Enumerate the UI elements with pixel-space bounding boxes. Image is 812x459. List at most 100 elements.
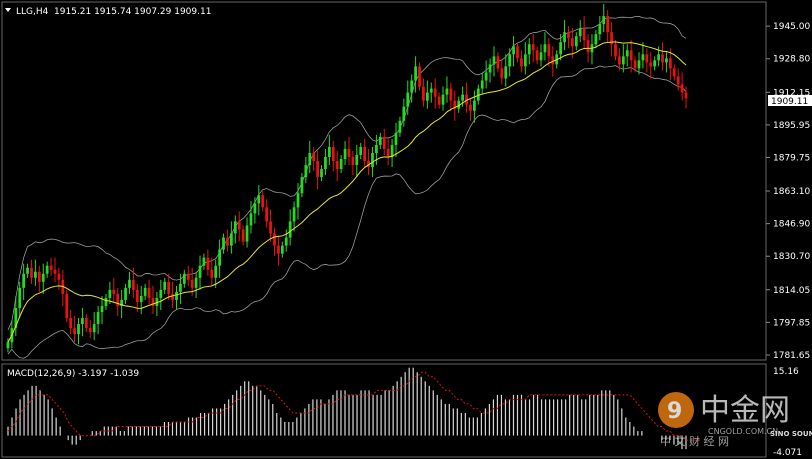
candle-body	[116, 293, 120, 306]
candle-body	[351, 156, 355, 166]
candle-body	[159, 289, 163, 298]
candle-body	[233, 221, 237, 234]
candle-body	[441, 94, 445, 105]
candle-body	[18, 287, 22, 308]
candle-body	[547, 44, 551, 57]
candle-body	[386, 148, 390, 157]
candle-body	[65, 293, 69, 319]
candle-body	[512, 46, 515, 55]
candle-body	[112, 289, 116, 294]
candle-body	[610, 32, 613, 45]
candle-body	[492, 56, 496, 65]
candle-body	[484, 72, 488, 81]
lower-band-line	[7, 65, 687, 359]
candle-body	[179, 283, 182, 292]
candle-body	[316, 161, 319, 178]
brand-name: 中金网	[700, 393, 790, 428]
candle-body	[473, 100, 476, 111]
candle-body	[155, 297, 159, 306]
candle-body	[375, 144, 378, 153]
candle-body	[343, 148, 347, 160]
candle-body	[26, 267, 29, 274]
candle-body	[429, 88, 433, 93]
candle-body	[398, 120, 402, 133]
candle-body	[574, 36, 578, 47]
candle-body	[645, 54, 649, 63]
candle-body	[476, 88, 480, 101]
watermark: 9 中金网 CNGOLD.COM.CN 中 文 财 经 网 SINO SOUND	[658, 392, 812, 448]
candle-body	[308, 152, 312, 166]
candle-body	[186, 273, 190, 280]
candle-body	[445, 88, 449, 95]
candle-body	[559, 42, 562, 55]
candle-body	[641, 54, 645, 61]
candle-body	[394, 132, 398, 145]
candle-body	[277, 245, 280, 254]
macd-label: MACD(12,26,9) -3.197 -1.039	[7, 369, 139, 379]
candle-body	[653, 60, 657, 67]
candle-body	[367, 161, 370, 168]
candle-body	[457, 100, 461, 109]
candle-body	[241, 229, 245, 242]
candle-body	[167, 281, 171, 294]
candle-body	[30, 267, 33, 278]
moving-average	[7, 41, 687, 343]
candle-body	[273, 233, 276, 246]
candle-body	[284, 237, 288, 246]
candle-body	[496, 56, 500, 69]
price-tick-label: 1945.00	[773, 22, 810, 32]
candle-body	[198, 265, 202, 278]
candle-body	[668, 58, 672, 69]
candle-body	[257, 195, 261, 204]
candle-body	[304, 165, 308, 178]
collapse-triangle-icon[interactable]	[5, 8, 11, 12]
candle-body	[469, 104, 472, 111]
candle-body	[402, 106, 406, 121]
candle-body	[684, 92, 688, 99]
candle-body	[182, 273, 186, 284]
candle-body	[41, 273, 45, 282]
candle-body	[206, 257, 210, 270]
candle-body	[214, 265, 218, 278]
candle-body	[629, 50, 633, 61]
candle-body	[433, 88, 437, 97]
candle-body	[96, 312, 100, 325]
candle-body	[531, 44, 535, 51]
candle-body	[539, 52, 543, 61]
candle-body	[425, 92, 429, 101]
candle-body	[108, 289, 112, 298]
candle-body	[331, 146, 335, 162]
candle-body	[147, 287, 151, 298]
candle-body	[143, 287, 147, 296]
candle-body	[104, 297, 108, 306]
candle-body	[680, 84, 684, 93]
candle-body	[500, 68, 504, 79]
candle-body	[508, 54, 512, 67]
price-tick-label: 1781.65	[773, 351, 810, 361]
price-axis: 1945.00 1928.80 1912.15 1895.95 1879.75 1863.…	[766, 22, 810, 361]
candle-body	[120, 299, 123, 306]
candle-body	[606, 16, 610, 33]
candle-body	[649, 62, 653, 67]
candle-body	[657, 54, 660, 61]
macd-axis: 15.16 -4.071	[773, 367, 802, 458]
candle-body	[22, 273, 26, 288]
candle-body	[378, 136, 382, 145]
candle-body	[135, 289, 139, 302]
candle-body	[520, 58, 523, 67]
macd-panel-frame	[1, 363, 767, 458]
candle-body	[124, 287, 127, 300]
candle-body	[382, 136, 386, 149]
candle-body	[226, 237, 229, 246]
macd-signal-line	[7, 371, 703, 441]
candle-body	[665, 58, 668, 63]
candle-body	[210, 269, 214, 278]
macd-tick-label: 15.16	[773, 367, 799, 377]
candle-body	[245, 225, 249, 242]
candle-body	[371, 152, 374, 168]
candle-body	[414, 66, 417, 81]
price-panel-frame	[1, 1, 767, 361]
candle-body	[261, 195, 265, 208]
candle-body	[551, 56, 555, 65]
price-tick-label: 1846.90	[773, 220, 810, 230]
